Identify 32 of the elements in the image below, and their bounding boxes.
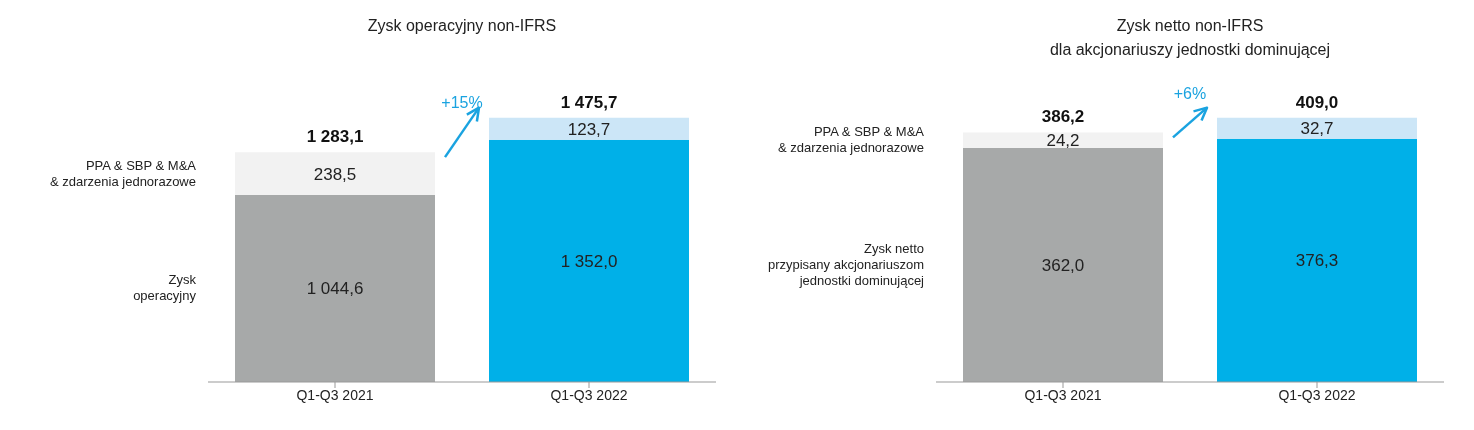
bar [963,148,1163,382]
data-label: 123,7 [567,119,611,139]
x-tick-label: Q1-Q3 2021 [1024,386,1102,403]
bar [1217,117,1417,139]
data-label: 362,0 [1041,256,1085,276]
bar [489,117,689,140]
data-label: 1 352,0 [560,251,618,271]
total-label: 386,2 [1041,107,1085,127]
bar [489,139,689,382]
chart-title: Zysk netto non-IFRS dla akcjonariuszy jednostki dominującej [1048,16,1332,60]
data-label: 238,5 [313,164,357,184]
text: Zysk operacyjny [133,272,197,304]
text: +6% [1172,84,1208,103]
text: PPA & SBP & M&A & zdarzenia jednorazowe [50,157,197,189]
text: +15% [440,94,484,113]
x-tick-label: Q1-Q3 2022 [550,386,628,403]
data-label: 1 044,6 [306,279,364,299]
bar [963,132,1163,149]
bar [235,194,435,382]
bar [235,152,435,195]
x-tick-label: Q1-Q3 2022 [1278,386,1356,403]
total-label: 1 283,1 [306,127,364,147]
x-tick-label: Q1-Q3 2021 [296,386,374,403]
data-label: 376,3 [1295,251,1339,271]
data-label: 32,7 [1300,119,1334,139]
total-label: 409,0 [1295,92,1339,112]
bar [1217,138,1417,382]
data-label: 24,2 [1046,131,1080,151]
chart-title: Zysk operacyjny non-IFRS [366,16,558,36]
total-label: 1 475,7 [560,92,618,112]
text: PPA & SBP & M&A & zdarzenia jednorazowe [778,124,925,156]
text: Zysk netto przypisany akcjonariuszom jednostki dominującej [767,241,925,289]
